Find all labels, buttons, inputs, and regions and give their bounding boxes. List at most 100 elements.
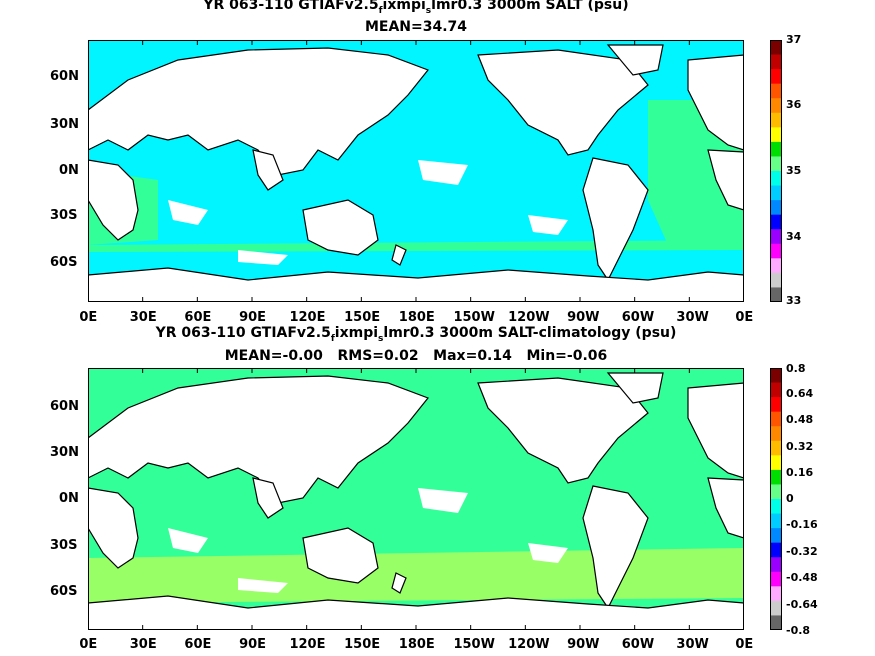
colorbar-swatch xyxy=(770,542,782,558)
colorbar-label: 36 xyxy=(786,98,802,111)
land-mass xyxy=(707,477,744,539)
lon-label: 30E xyxy=(129,310,157,325)
colorbar-swatch xyxy=(770,243,782,259)
land-mass xyxy=(391,244,407,266)
colorbar-label: -0.64 xyxy=(786,598,818,611)
colorbar-swatch xyxy=(770,528,782,544)
land-mass xyxy=(88,159,139,241)
lon-label: 180E xyxy=(398,637,435,652)
lon-label: 60E xyxy=(184,637,212,652)
colorbar-label: 0.32 xyxy=(786,440,814,453)
colorbar-label: 0.16 xyxy=(786,466,814,479)
land-mass xyxy=(302,199,379,256)
masked-region xyxy=(168,528,208,553)
colorbar-label: 34 xyxy=(786,230,802,243)
lat-label: 30N xyxy=(50,445,79,460)
masked-region xyxy=(418,160,468,185)
colorbar-swatch xyxy=(770,200,782,216)
colorbar-swatch xyxy=(770,397,782,413)
land-mass xyxy=(582,485,649,610)
lon-label: 90W xyxy=(567,637,600,652)
lon-label: 150E xyxy=(344,637,381,652)
colorbar-label: 33 xyxy=(786,294,802,307)
colorbar-swatch xyxy=(770,214,782,230)
panel1-stats: MEAN=34.74 xyxy=(364,19,468,35)
colorbar-swatch xyxy=(770,54,782,70)
lon-label: 0E xyxy=(735,310,754,325)
lon-label: 90W xyxy=(567,310,600,325)
lon-label: 120E xyxy=(289,310,326,325)
land-mass xyxy=(88,47,429,176)
colorbar-swatch xyxy=(770,98,782,114)
colorbar-swatch xyxy=(770,229,782,245)
land-mass xyxy=(582,157,649,282)
lat-label: 0N xyxy=(59,163,79,178)
panel1-title: YR 063-110 GTIAFv2.5fixmpislmr0.3 3000m … xyxy=(203,0,629,16)
lon-label: 120W xyxy=(508,310,550,325)
masked-region xyxy=(528,543,568,563)
colorbar-swatch xyxy=(770,513,782,529)
colorbar-label: -0.48 xyxy=(786,571,818,584)
lon-label: 60W xyxy=(621,310,655,325)
land-mass xyxy=(606,372,664,404)
lon-label: 150E xyxy=(344,310,381,325)
colorbar-swatch xyxy=(770,469,782,485)
panel2-stats: MEAN=-0.00 RMS=0.02 Max=0.14 Min=-0.06 xyxy=(224,348,608,364)
colorbar-swatch xyxy=(770,185,782,201)
colorbar-label: 37 xyxy=(786,33,802,46)
panel2-map xyxy=(88,368,744,630)
lon-label: 150W xyxy=(453,310,495,325)
colorbar-label: -0.16 xyxy=(786,518,818,531)
lat-label: 0N xyxy=(59,491,79,506)
lon-label: 0E xyxy=(79,310,98,325)
lon-label: 30W xyxy=(676,637,709,652)
lat-label: 60S xyxy=(50,255,78,270)
land-mass xyxy=(88,487,139,569)
lon-label: 180E xyxy=(398,310,435,325)
colorbar-label: -0.32 xyxy=(786,545,818,558)
colorbar-swatch xyxy=(770,258,782,274)
panel1-map xyxy=(88,40,744,302)
lat-label: 60S xyxy=(50,584,78,599)
colorbar-swatch xyxy=(770,455,782,471)
lon-label: 60W xyxy=(621,637,655,652)
land-mass xyxy=(252,149,284,191)
colorbar-swatch xyxy=(770,600,782,616)
lon-label: 0E xyxy=(735,637,754,652)
colorbar-swatch xyxy=(770,571,782,587)
land-mass xyxy=(252,477,284,519)
land-mass xyxy=(88,375,429,504)
lon-label: 150W xyxy=(453,637,495,652)
lon-label: 60E xyxy=(184,310,212,325)
land-mass xyxy=(302,527,379,584)
colorbar-label: 0.8 xyxy=(786,362,806,375)
colorbar-label: -0.8 xyxy=(786,624,811,637)
colorbar-swatch xyxy=(770,557,782,573)
lon-label: 30W xyxy=(676,310,709,325)
land-mass xyxy=(687,382,744,479)
colorbar-swatch xyxy=(770,440,782,456)
panel2-title: YR 063-110 GTIAFv2.5fixmpislmr0.3 3000m … xyxy=(155,325,677,344)
colorbar-swatch xyxy=(770,287,782,302)
colorbar-swatch xyxy=(770,40,782,56)
colorbar-swatch xyxy=(770,586,782,602)
colorbar-swatch xyxy=(770,141,782,157)
colorbar-swatch xyxy=(770,368,782,384)
colorbar-swatch xyxy=(770,615,782,630)
colorbar-swatch xyxy=(770,484,782,500)
colorbar-swatch xyxy=(770,382,782,398)
land-mass xyxy=(606,44,664,76)
land-mass xyxy=(88,595,744,630)
lat-label: 30S xyxy=(50,538,78,553)
colorbar-swatch xyxy=(770,171,782,187)
colorbar-swatch xyxy=(770,426,782,442)
colorbar-label: 0 xyxy=(786,492,794,505)
land-mass xyxy=(391,572,407,594)
map-frame xyxy=(88,368,744,630)
colorbar-label: 0.48 xyxy=(786,413,814,426)
colorbar-swatch xyxy=(770,156,782,172)
lat-label: 30S xyxy=(50,208,78,223)
masked-region xyxy=(418,488,468,513)
colorbar-swatch xyxy=(770,112,782,128)
panel1-colorbar xyxy=(770,40,782,302)
